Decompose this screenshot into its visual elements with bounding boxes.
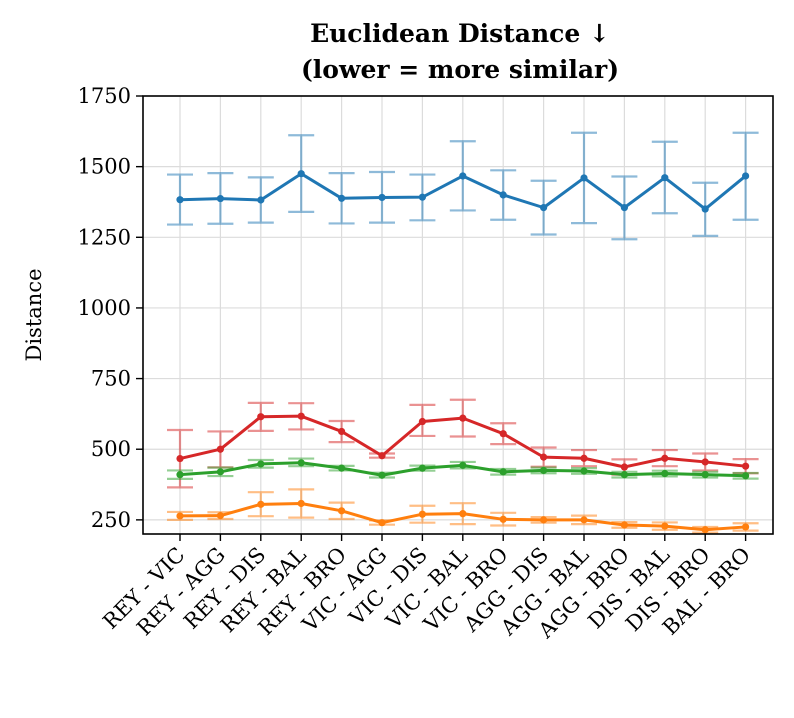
- data-point: [459, 414, 467, 422]
- y-tick-label: 1250: [78, 225, 131, 249]
- data-point: [499, 515, 507, 523]
- data-point: [580, 454, 588, 462]
- data-point: [297, 459, 305, 467]
- data-point: [338, 464, 346, 472]
- data-point: [540, 466, 548, 475]
- y-tick-label: 250: [91, 508, 131, 532]
- data-point: [620, 471, 629, 479]
- chart-title: Euclidean Distance ↓: [310, 19, 610, 48]
- data-point: [418, 510, 426, 518]
- data-point: [176, 512, 184, 520]
- data-point: [620, 521, 629, 529]
- data-point: [297, 499, 305, 508]
- data-point: [378, 471, 386, 479]
- data-point: [580, 516, 588, 524]
- y-tick-label: 1750: [78, 84, 131, 108]
- y-tick-label: 500: [91, 437, 131, 461]
- data-point: [661, 454, 669, 462]
- data-point: [418, 417, 426, 426]
- data-point: [257, 500, 265, 508]
- data-point: [176, 454, 184, 463]
- series-1: [167, 131, 759, 241]
- data-point: [661, 469, 669, 478]
- data-point: [499, 191, 507, 199]
- plot-frame: [142, 95, 774, 535]
- data-point: [338, 427, 346, 436]
- data-point: [418, 193, 426, 201]
- y-axis-label: Distance: [22, 268, 46, 361]
- data-point: [418, 464, 426, 472]
- data-point: [620, 463, 629, 471]
- y-axis: 250 500 750 1000 1250 1500 1750: [78, 84, 143, 532]
- data-point: [742, 172, 750, 180]
- y-tick-label: 1000: [78, 296, 131, 320]
- data-point: [216, 468, 224, 476]
- plot-area: [167, 131, 759, 534]
- y-tick-label: 750: [91, 367, 131, 391]
- data-point: [378, 452, 386, 460]
- data-point: [297, 170, 305, 178]
- data-point: [540, 204, 548, 212]
- data-point: [257, 196, 265, 204]
- data-point: [338, 507, 346, 515]
- data-point: [620, 204, 629, 212]
- data-point: [580, 467, 588, 475]
- data-point: [661, 522, 669, 530]
- data-point: [216, 194, 224, 203]
- data-point: [540, 516, 548, 524]
- data-point: [459, 461, 467, 469]
- chart-subtitle: (lower = more similar): [301, 55, 619, 84]
- series-3: [167, 457, 759, 480]
- data-point: [701, 458, 709, 466]
- data-point: [701, 471, 709, 479]
- data-point: [176, 471, 184, 479]
- data-point: [742, 472, 750, 480]
- data-point: [459, 172, 467, 180]
- data-point: [742, 462, 750, 470]
- data-point: [257, 460, 265, 468]
- data-point: [216, 512, 224, 520]
- data-point: [701, 526, 709, 534]
- y-tick-label: 1500: [78, 155, 131, 179]
- data-point: [257, 413, 265, 421]
- data-point: [661, 174, 669, 182]
- series-4: [167, 488, 759, 534]
- data-point: [338, 194, 346, 202]
- data-point: [742, 523, 750, 531]
- data-point: [459, 510, 467, 518]
- data-point: [499, 468, 507, 476]
- data-point: [378, 193, 386, 202]
- data-point: [499, 430, 507, 438]
- data-point: [297, 412, 305, 420]
- data-point: [701, 205, 709, 213]
- data-point: [216, 445, 224, 453]
- data-point: [176, 196, 184, 204]
- data-point: [540, 453, 548, 461]
- data-point: [378, 519, 386, 527]
- data-point: [580, 174, 588, 182]
